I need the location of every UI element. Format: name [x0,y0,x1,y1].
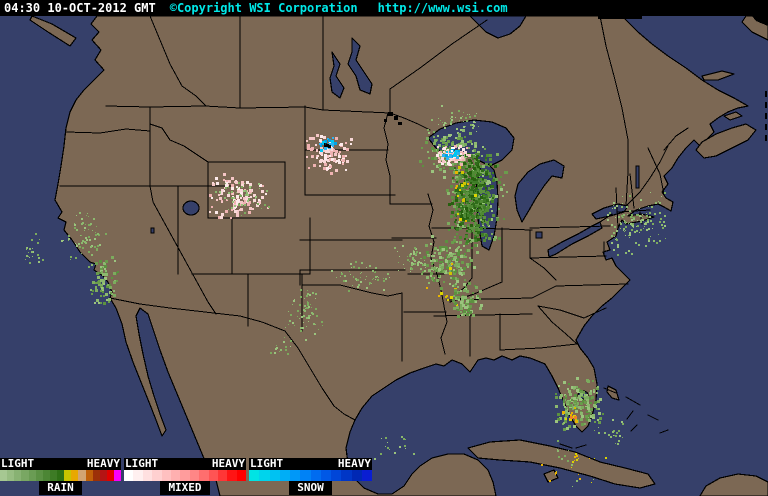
precip-legend: LIGHT HEAVY RAIN LIGHT HEAVY MIXED LIGHT… [0,458,372,495]
mixed-label-chip: MIXED [160,481,210,495]
timestamp-text: 04:30 10-OCT-2012 GMT [4,1,156,15]
lake-manitoba [329,51,345,99]
rain-label-chip: RAIN [39,481,82,495]
andros-island [606,385,620,401]
legend-section-rain: LIGHT HEAVY RAIN [0,457,122,495]
lake-winnipeg [347,37,373,95]
mixed-heavy-label: HEAVY [211,457,245,470]
lake-huron [514,159,565,223]
snow-heavy-label: HEAVY [337,457,371,470]
state-borders [59,16,689,449]
anticosti-island [701,70,735,81]
rain-heavy-label: HEAVY [86,457,120,470]
hispaniola [699,473,768,496]
lake-champlain [635,165,640,189]
legend-section-mixed: LIGHT HEAVY MIXED [124,457,247,495]
cuba [467,439,656,489]
vancouver-island [29,16,77,47]
header-bar: 04:30 10-OCT-2012 GMT ©Copyright WSI Cor… [0,0,768,16]
bahamas-keys [559,387,669,449]
legend-section-snow: LIGHT HEAVY SNOW [249,458,372,495]
radar-echoes [25,105,666,487]
landmass [29,16,768,496]
snow-color-scale [249,470,372,481]
rain-light-label: LIGHT [1,457,35,470]
website-url-text: http://www.wsi.com [377,1,508,15]
radar-map [0,16,768,496]
mixed-light-label: LIGHT [125,457,159,470]
canada-borders [105,16,629,207]
prince-edward-island [723,111,743,121]
copyright-text: ©Copyright WSI Corporation [169,1,358,15]
snow-label-chip: SNOW [289,481,332,495]
isla-juventud [543,469,559,483]
nova-scotia [695,123,757,159]
rain-color-scale [0,470,122,481]
great-salt-lake [182,200,200,216]
snow-light-label: LIGHT [250,457,284,470]
lake-st-clair [535,231,543,239]
lake-erie [547,221,603,258]
map-artifacts [384,16,768,125]
mixed-color-scale [124,470,247,481]
lake-tahoe [150,227,155,234]
lake-ontario [591,203,629,220]
